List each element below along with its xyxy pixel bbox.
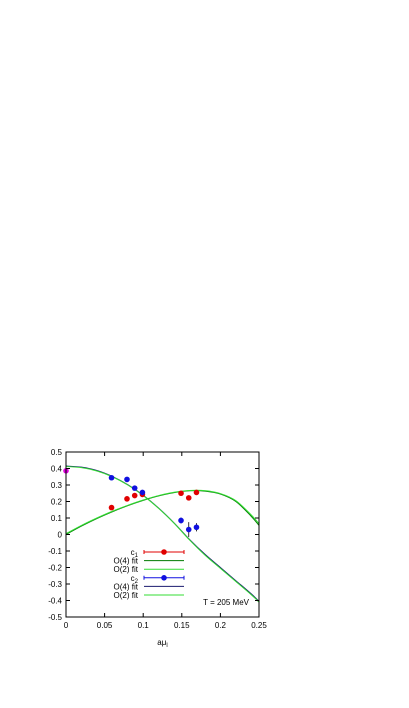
y-tick-label: -0.3 bbox=[48, 580, 62, 589]
legend-label-subscript: 1 bbox=[135, 553, 139, 559]
legend-label-subscript: 2 bbox=[135, 579, 139, 585]
data-point bbox=[193, 524, 200, 531]
legend-label: c1 bbox=[131, 548, 139, 559]
data-point bbox=[124, 496, 130, 502]
y-tick-label: -0.5 bbox=[48, 613, 62, 622]
y-tick-label: 0.3 bbox=[51, 481, 63, 490]
x-tick-label: 0.25 bbox=[251, 621, 267, 630]
legend-label: O(4) fit bbox=[114, 557, 139, 566]
legend-swatch-marker bbox=[161, 575, 167, 581]
y-tick-label: 0 bbox=[58, 531, 63, 540]
data-point bbox=[131, 485, 138, 491]
x-tick-label: 0.15 bbox=[174, 621, 190, 630]
data-point bbox=[108, 474, 115, 481]
temperature-annotation: T = 205 MeV bbox=[203, 598, 250, 607]
data-point bbox=[178, 490, 184, 497]
data-point bbox=[124, 476, 130, 483]
data-point bbox=[185, 526, 192, 533]
fit-line bbox=[66, 489, 259, 535]
legend-label: O(4) fit bbox=[114, 582, 139, 591]
fit-lines bbox=[66, 465, 259, 603]
data-point bbox=[139, 489, 146, 496]
axis-ticks: 0 0.05 0.1 0.15 0.2 0.25 0.5 0.4 0.3 0.2 0.1 0 -0.1 -… bbox=[48, 448, 267, 630]
y-tick-label: -0.4 bbox=[48, 597, 62, 606]
data-point bbox=[185, 495, 192, 501]
y-tick-label: 0.4 bbox=[51, 465, 63, 474]
legend-label: O(2) fit bbox=[114, 591, 139, 600]
legend-label: c2 bbox=[131, 574, 139, 585]
x-tick-label: 0.1 bbox=[138, 621, 150, 630]
y-tick-label: 0.5 bbox=[51, 448, 63, 457]
y-tick-label: -0.2 bbox=[48, 564, 62, 573]
legend-swatch-marker bbox=[161, 549, 167, 555]
x-axis-label: aμl bbox=[157, 638, 167, 649]
legend-label: O(2) fit bbox=[114, 565, 139, 574]
plot-frame bbox=[65, 451, 260, 618]
data-point bbox=[108, 504, 115, 511]
fit-line bbox=[66, 465, 259, 602]
data-point bbox=[193, 489, 200, 496]
x-tick-label: 0.2 bbox=[215, 621, 227, 630]
y-tick-label: -0.1 bbox=[48, 547, 62, 556]
x-tick-label: 0 bbox=[64, 621, 69, 630]
fit-line bbox=[66, 466, 259, 603]
data-point bbox=[131, 492, 138, 499]
x-tick-label: 0.05 bbox=[97, 621, 113, 630]
y-tick-label: 0.2 bbox=[51, 498, 63, 507]
data-point bbox=[178, 517, 184, 524]
x-axis-label-main: aμ bbox=[157, 638, 166, 647]
data-points bbox=[63, 468, 200, 537]
x-axis-label-subscript: l bbox=[166, 643, 167, 649]
y-tick-label: 0.1 bbox=[51, 514, 63, 523]
